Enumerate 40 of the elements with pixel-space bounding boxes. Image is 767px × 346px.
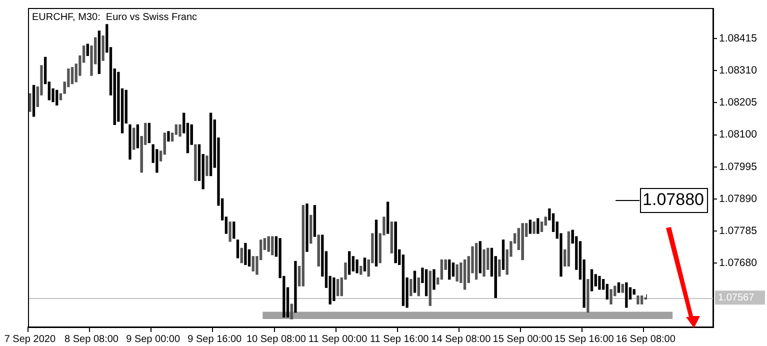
candlestick bbox=[621, 284, 624, 293]
x-tick-label: 10 Sep 08:00 bbox=[246, 334, 306, 345]
x-tick-label: 14 Sep 08:00 bbox=[431, 334, 492, 345]
candlestick bbox=[617, 282, 620, 293]
y-tick-label: 1.07785 bbox=[719, 224, 758, 237]
candlestick bbox=[567, 231, 570, 267]
candlestick bbox=[590, 269, 594, 292]
x-tick-label: 9 Sep 16:00 bbox=[188, 334, 242, 345]
candlestick bbox=[148, 122, 151, 144]
candlestick bbox=[417, 277, 420, 296]
x-tick-label: 11 Sep 16:00 bbox=[370, 334, 430, 345]
candlestick bbox=[360, 266, 362, 275]
ref-line-label: 1.07567 bbox=[718, 292, 755, 304]
x-tick-label: 9 Sep 00:00 bbox=[126, 334, 180, 345]
y-tick-label: 1.07890 bbox=[719, 192, 758, 205]
candlestick bbox=[240, 248, 243, 264]
y-tick-label: 1.08310 bbox=[719, 64, 758, 77]
candlestick bbox=[317, 234, 320, 267]
chart-title: EURCHF, M30: Euro vs Swiss Franc bbox=[32, 12, 198, 24]
x-tick-label: 16 Sep 08:00 bbox=[616, 334, 676, 345]
candlestick bbox=[32, 84, 36, 117]
candlestick bbox=[209, 112, 212, 176]
x-tick-label: 7 Sep 2020 bbox=[4, 334, 56, 345]
x-tick-label: 8 Sep 08:00 bbox=[64, 334, 119, 345]
candlestick bbox=[424, 269, 428, 296]
candlestick bbox=[374, 220, 378, 267]
x-tick-label: 11 Sep 00:00 bbox=[308, 334, 368, 345]
candlestick bbox=[413, 270, 416, 293]
candlestick bbox=[70, 66, 74, 84]
y-tick-label: 1.08100 bbox=[719, 128, 758, 141]
y-tick-label: 1.08415 bbox=[719, 32, 758, 44]
x-tick-label: 15 Sep 00:00 bbox=[492, 334, 553, 345]
y-tick-label: 1.07995 bbox=[719, 160, 758, 173]
y-tick-label: 1.07680 bbox=[719, 257, 758, 270]
candlestick bbox=[463, 259, 466, 290]
annotation: 1.07880 bbox=[642, 190, 704, 210]
y-tick-label: 1.08205 bbox=[719, 96, 758, 109]
x-tick-label: 15 Sep 16:00 bbox=[554, 334, 614, 345]
candlestick bbox=[178, 124, 182, 137]
candlestick bbox=[528, 220, 532, 234]
